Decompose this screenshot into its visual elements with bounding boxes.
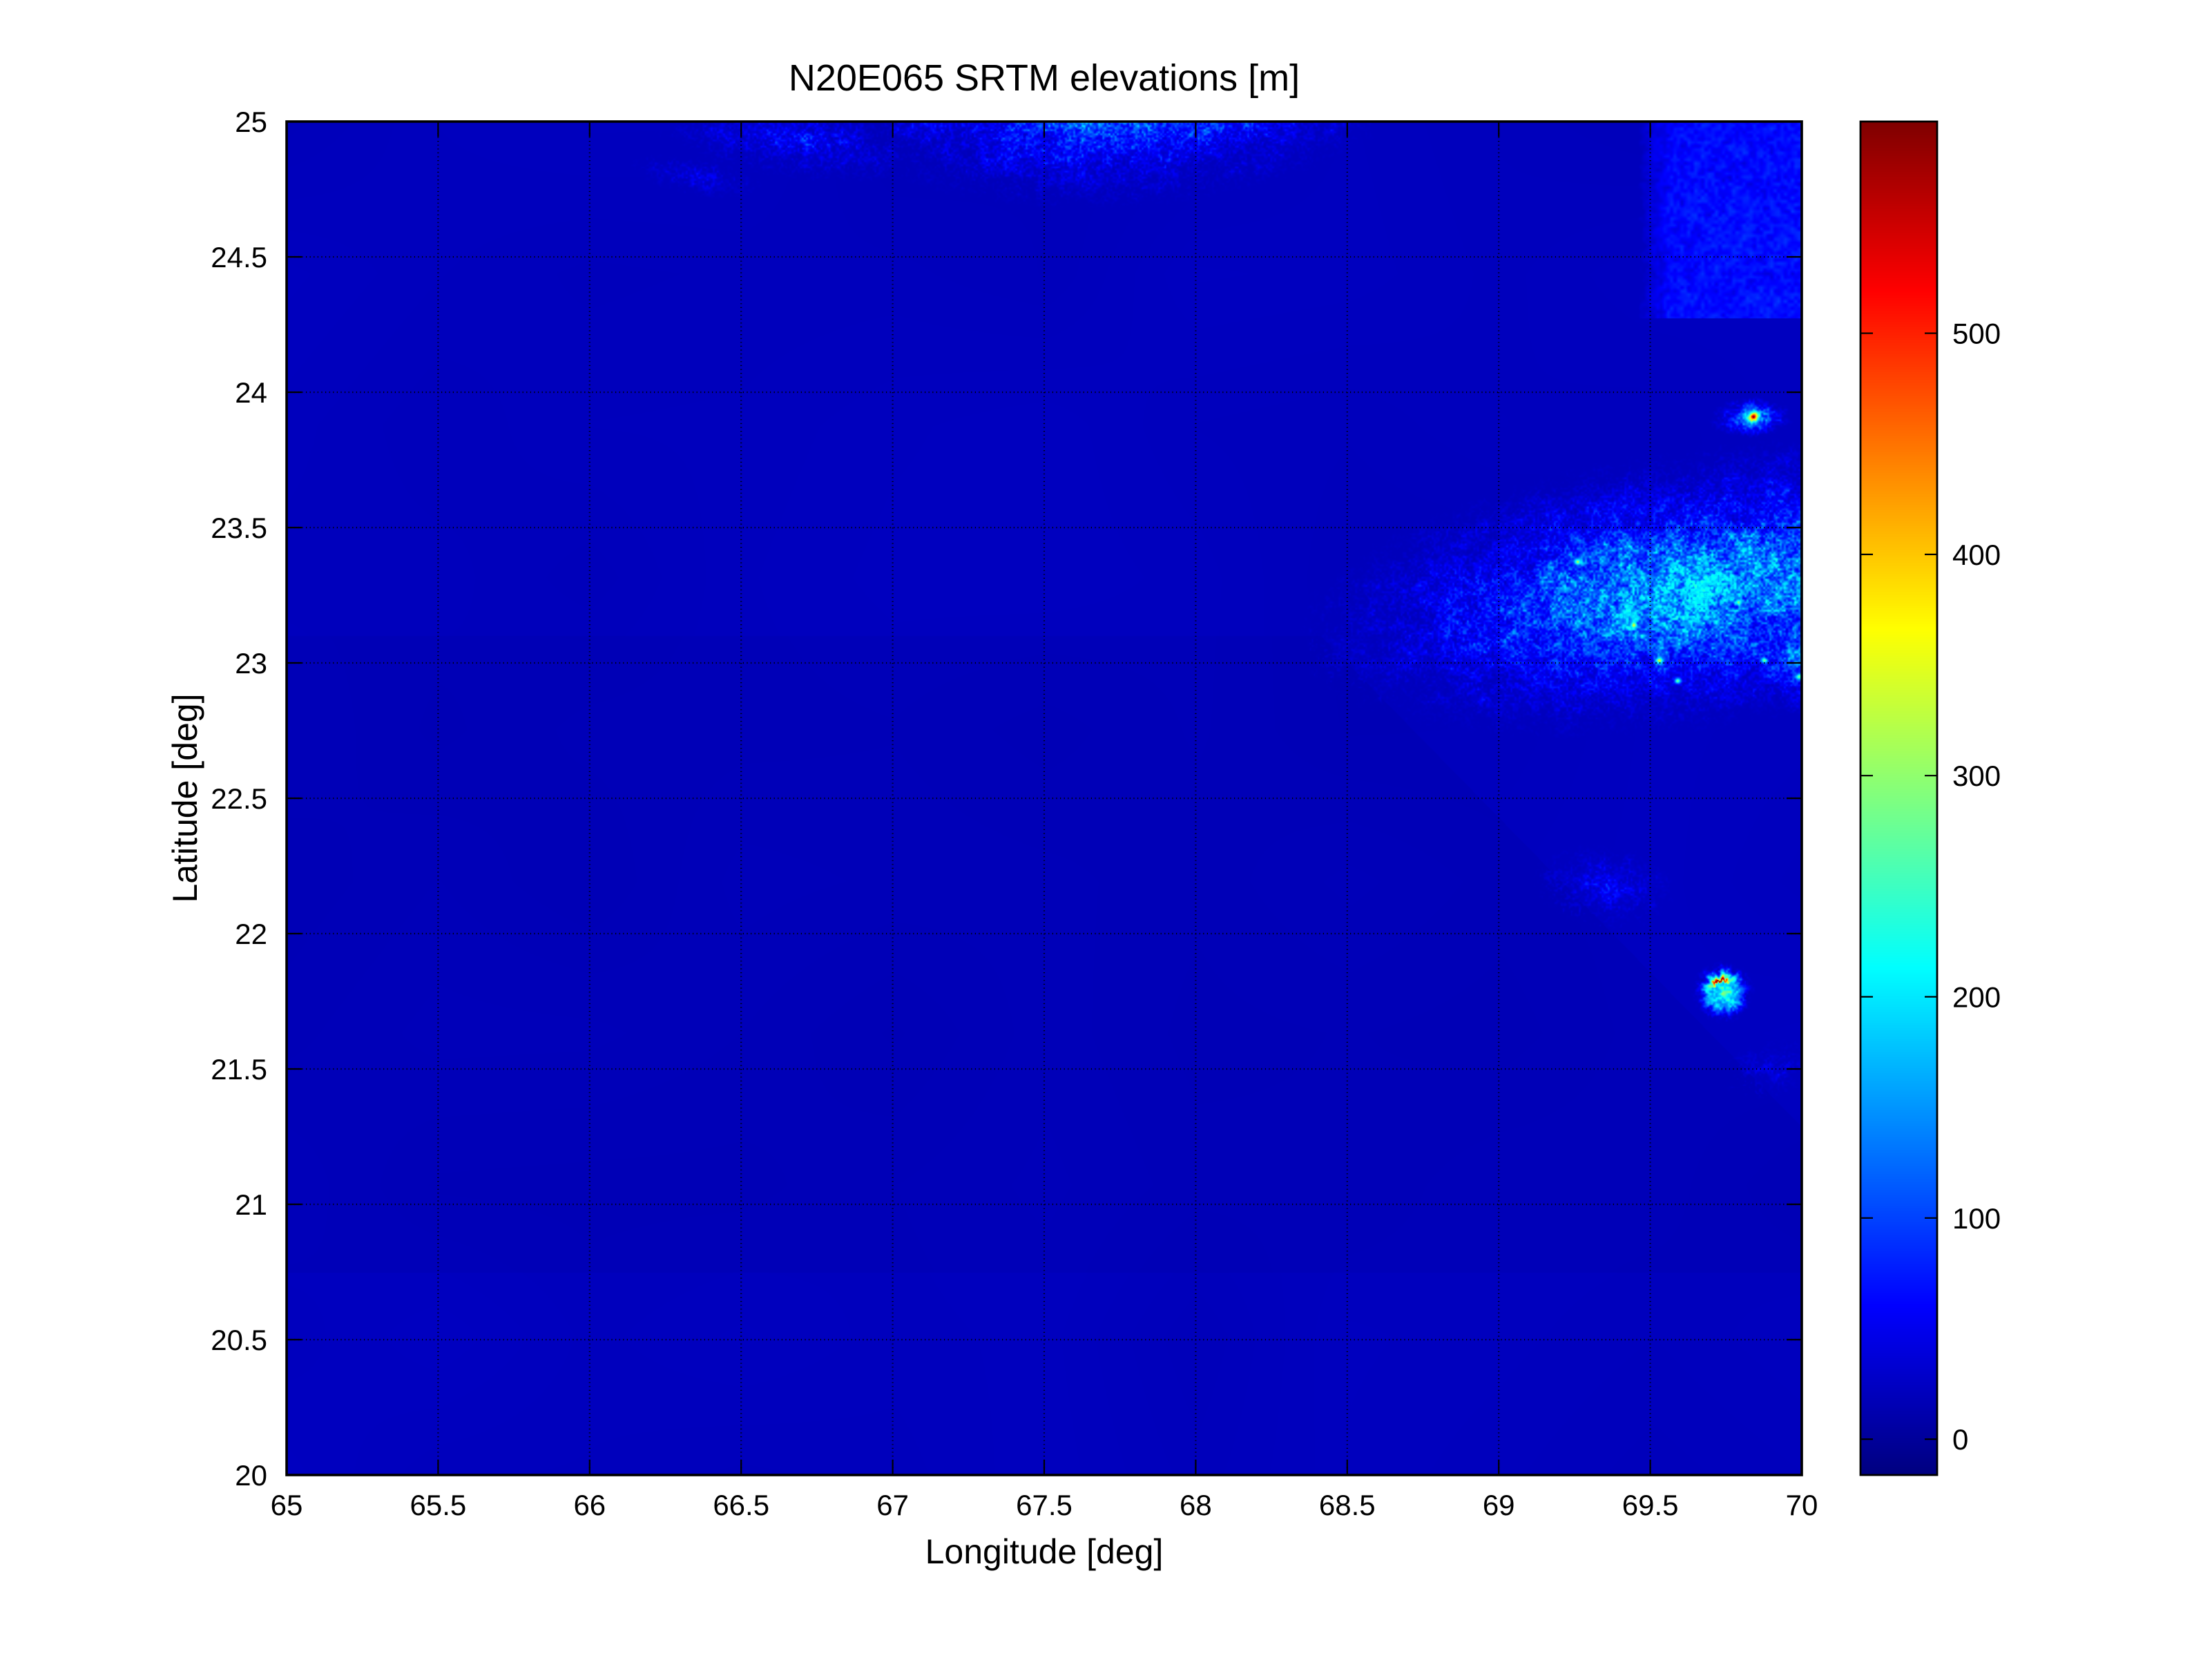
svg-text:0: 0	[1952, 1423, 1968, 1456]
svg-text:23: 23	[235, 647, 267, 679]
svg-text:N20E065 SRTM elevations [m]: N20E065 SRTM elevations [m]	[789, 57, 1300, 99]
svg-text:66: 66	[573, 1489, 606, 1521]
svg-text:23.5: 23.5	[211, 512, 267, 544]
svg-text:100: 100	[1952, 1202, 2001, 1235]
svg-text:25: 25	[235, 106, 267, 138]
svg-text:24: 24	[235, 376, 267, 409]
svg-text:70: 70	[1786, 1489, 1818, 1521]
svg-text:68.5: 68.5	[1319, 1489, 1376, 1521]
svg-text:67.5: 67.5	[1016, 1489, 1073, 1521]
svg-text:24.5: 24.5	[211, 241, 267, 273]
svg-text:65: 65	[271, 1489, 303, 1521]
svg-text:67: 67	[876, 1489, 909, 1521]
svg-text:65.5: 65.5	[410, 1489, 467, 1521]
svg-text:69.5: 69.5	[1622, 1489, 1679, 1521]
svg-text:21: 21	[235, 1188, 267, 1221]
svg-text:20: 20	[235, 1459, 267, 1492]
svg-text:500: 500	[1952, 318, 2001, 350]
svg-text:21.5: 21.5	[211, 1053, 267, 1086]
svg-text:300: 300	[1952, 760, 2001, 792]
svg-text:68: 68	[1180, 1489, 1212, 1521]
svg-text:Longitude [deg]: Longitude [deg]	[925, 1532, 1164, 1571]
svg-text:22.5: 22.5	[211, 782, 267, 815]
svg-text:400: 400	[1952, 539, 2001, 571]
svg-text:22: 22	[235, 918, 267, 950]
svg-text:66.5: 66.5	[713, 1489, 769, 1521]
svg-text:20.5: 20.5	[211, 1324, 267, 1356]
svg-text:69: 69	[1483, 1489, 1515, 1521]
svg-text:200: 200	[1952, 981, 2001, 1013]
svg-text:Latitude [deg]: Latitude [deg]	[166, 693, 204, 903]
